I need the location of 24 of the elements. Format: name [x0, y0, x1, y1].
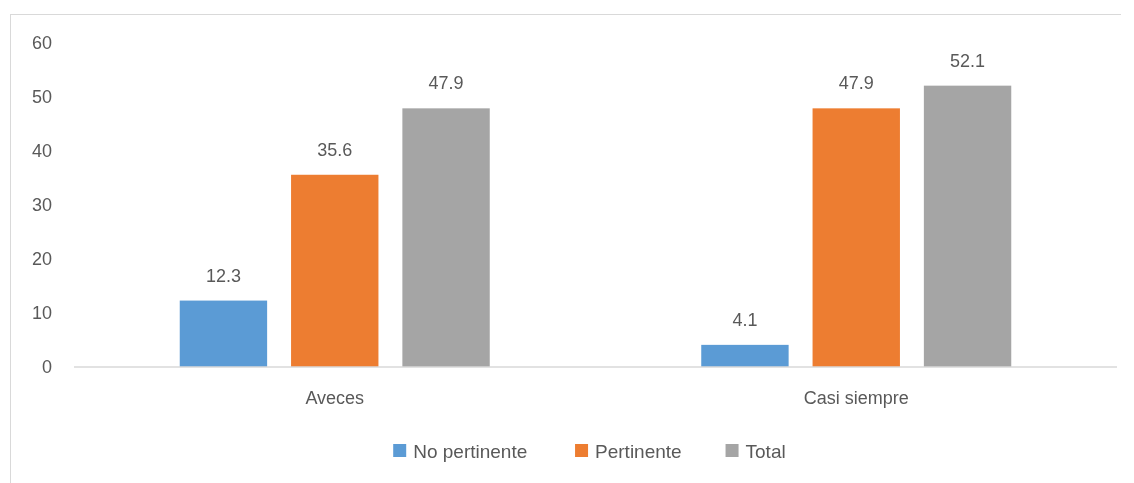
- y-tick-label: 40: [31, 141, 52, 161]
- y-tick-label: 0: [41, 357, 52, 377]
- legend-label: No pertinente: [413, 441, 528, 462]
- bar: [402, 108, 490, 367]
- y-tick-label: 60: [31, 33, 52, 53]
- bar: [812, 108, 900, 367]
- data-label: 47.9: [838, 73, 874, 94]
- data-label: 12.3: [205, 265, 241, 286]
- legend-label: Pertinente: [595, 441, 682, 462]
- data-label: 35.6: [317, 139, 353, 160]
- data-label: 4.1: [732, 309, 758, 330]
- y-tick-label: 30: [31, 195, 52, 215]
- bar: [179, 300, 268, 367]
- y-tick-label: 20: [31, 249, 52, 269]
- bar: [291, 174, 379, 367]
- data-label: 52.1: [950, 50, 986, 71]
- bar: [923, 85, 1012, 367]
- x-tick-label: Casi siempre: [803, 388, 909, 408]
- x-tick-label: Aveces: [305, 388, 365, 408]
- legend-label: Total: [745, 441, 786, 462]
- y-tick-label: 10: [31, 303, 52, 323]
- y-tick-label: 50: [31, 87, 52, 107]
- bar: [701, 344, 789, 367]
- data-label: 47.9: [428, 73, 464, 94]
